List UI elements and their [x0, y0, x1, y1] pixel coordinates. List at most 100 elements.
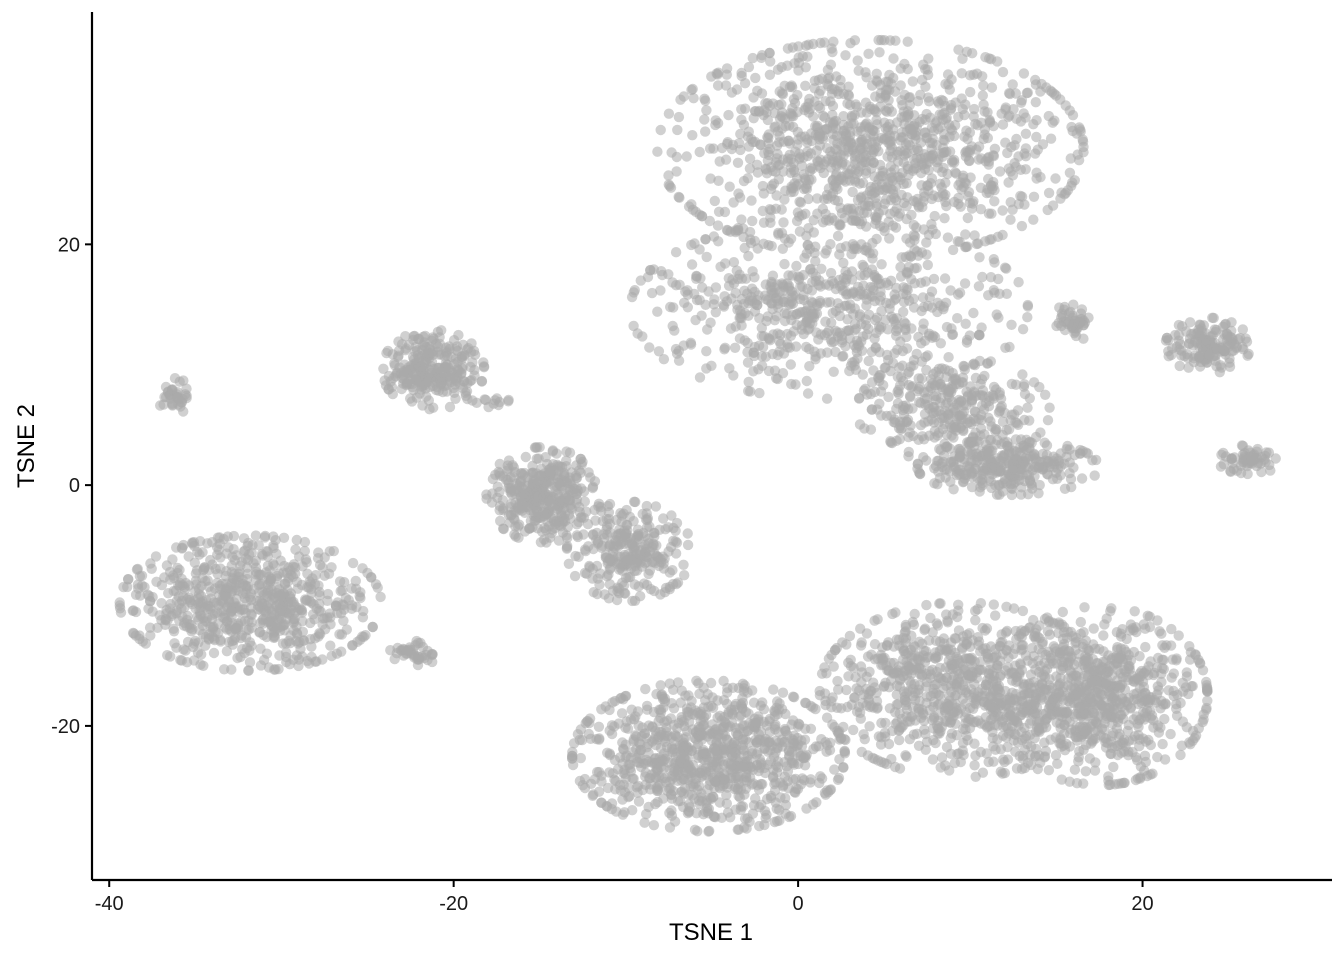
scatter-point	[791, 215, 803, 227]
scatter-point	[866, 346, 878, 357]
scatter-point	[943, 79, 954, 90]
scatter-point	[949, 120, 961, 131]
scatter-point	[663, 546, 674, 557]
scatter-point	[762, 132, 773, 143]
scatter-point	[671, 348, 683, 359]
scatter-point	[527, 522, 538, 533]
scatter-point	[275, 605, 287, 616]
scatter-point	[921, 132, 932, 144]
scatter-point	[713, 236, 724, 247]
scatter-point	[801, 375, 812, 387]
scatter-point	[866, 404, 878, 415]
scatter-point	[752, 167, 763, 178]
scatter-point	[288, 625, 299, 636]
scatter-point	[193, 637, 204, 648]
scatter-point	[776, 88, 788, 99]
scatter-point	[1031, 115, 1042, 126]
scatter-point	[802, 283, 813, 295]
scatter-point	[495, 515, 506, 527]
scatter-point	[467, 357, 478, 368]
scatter-point	[712, 220, 724, 231]
scatter-point	[736, 104, 747, 115]
scatter-point	[832, 195, 844, 207]
scatter-point	[844, 325, 855, 336]
scatter-point	[328, 545, 339, 557]
scatter-point	[986, 208, 997, 219]
scatter-point	[1010, 417, 1021, 428]
scatter-point	[641, 700, 653, 712]
scatter-point	[674, 192, 685, 203]
scatter-point	[960, 99, 971, 110]
scatter-point	[629, 496, 640, 507]
scatter-point	[681, 151, 692, 162]
scatter-point	[716, 733, 727, 744]
scatter-point	[671, 166, 682, 177]
scatter-point	[871, 201, 882, 212]
scatter-point	[682, 302, 693, 313]
scatter-point	[812, 193, 823, 204]
scatter-point	[655, 589, 666, 600]
scatter-point	[926, 143, 937, 155]
scatter-point	[567, 759, 579, 771]
scatter-point	[1016, 191, 1028, 202]
scatter-point	[720, 258, 731, 269]
scatter-point	[288, 614, 299, 625]
scatter-point	[285, 565, 296, 576]
scatter-point	[559, 515, 571, 527]
scatter-point	[1017, 324, 1029, 335]
scatter-point	[876, 322, 887, 333]
scatter-point	[867, 291, 878, 302]
scatter-point	[670, 536, 681, 547]
scatter-point	[861, 107, 873, 118]
scatter-point	[692, 826, 703, 837]
scatter-point	[977, 90, 988, 101]
scatter-point	[310, 570, 321, 581]
scatter-point	[951, 469, 963, 481]
scatter-point	[959, 278, 971, 289]
scatter-point	[756, 322, 767, 334]
scatter-point	[1004, 441, 1015, 453]
scatter-point	[993, 407, 1005, 418]
scatter-point	[355, 592, 366, 604]
scatter-point	[623, 782, 634, 794]
scatter-point	[825, 59, 837, 70]
scatter-point	[863, 323, 874, 335]
scatter-point	[208, 597, 220, 608]
scatter-point	[144, 622, 156, 633]
scatter-point	[860, 314, 871, 325]
scatter-point	[726, 760, 737, 771]
scatter-point	[979, 124, 991, 135]
scatter-point	[606, 804, 618, 815]
scatter-point	[915, 468, 926, 480]
scatter-point	[914, 396, 925, 408]
scatter-point	[1012, 405, 1024, 416]
scatter-point	[966, 481, 978, 493]
scatter-point	[183, 551, 194, 562]
scatter-point	[979, 370, 990, 382]
scatter-point	[1065, 153, 1077, 164]
scatter-point	[712, 712, 723, 723]
scatter-point	[863, 48, 874, 59]
scatter-point	[964, 127, 976, 138]
scatter-point	[882, 279, 894, 291]
scatter-point	[712, 80, 724, 91]
scatter-point	[973, 329, 985, 341]
scatter-point	[822, 347, 833, 358]
scatter-point	[900, 148, 911, 159]
scatter-point	[804, 361, 815, 372]
scatter-point	[759, 805, 771, 817]
scatter-point	[808, 799, 819, 810]
scatter-point	[655, 124, 666, 136]
scatter-point	[849, 158, 861, 170]
scatter-point	[779, 258, 790, 270]
scatter-point	[893, 211, 904, 222]
scatter-point	[417, 400, 428, 411]
scatter-point	[705, 317, 716, 328]
scatter-point	[873, 34, 884, 46]
scatter-point	[203, 633, 214, 644]
scatter-point	[942, 383, 954, 394]
scatter-point	[665, 713, 677, 724]
scatter-point	[856, 345, 868, 356]
scatter-point	[272, 570, 283, 582]
scatter-point	[233, 620, 244, 631]
